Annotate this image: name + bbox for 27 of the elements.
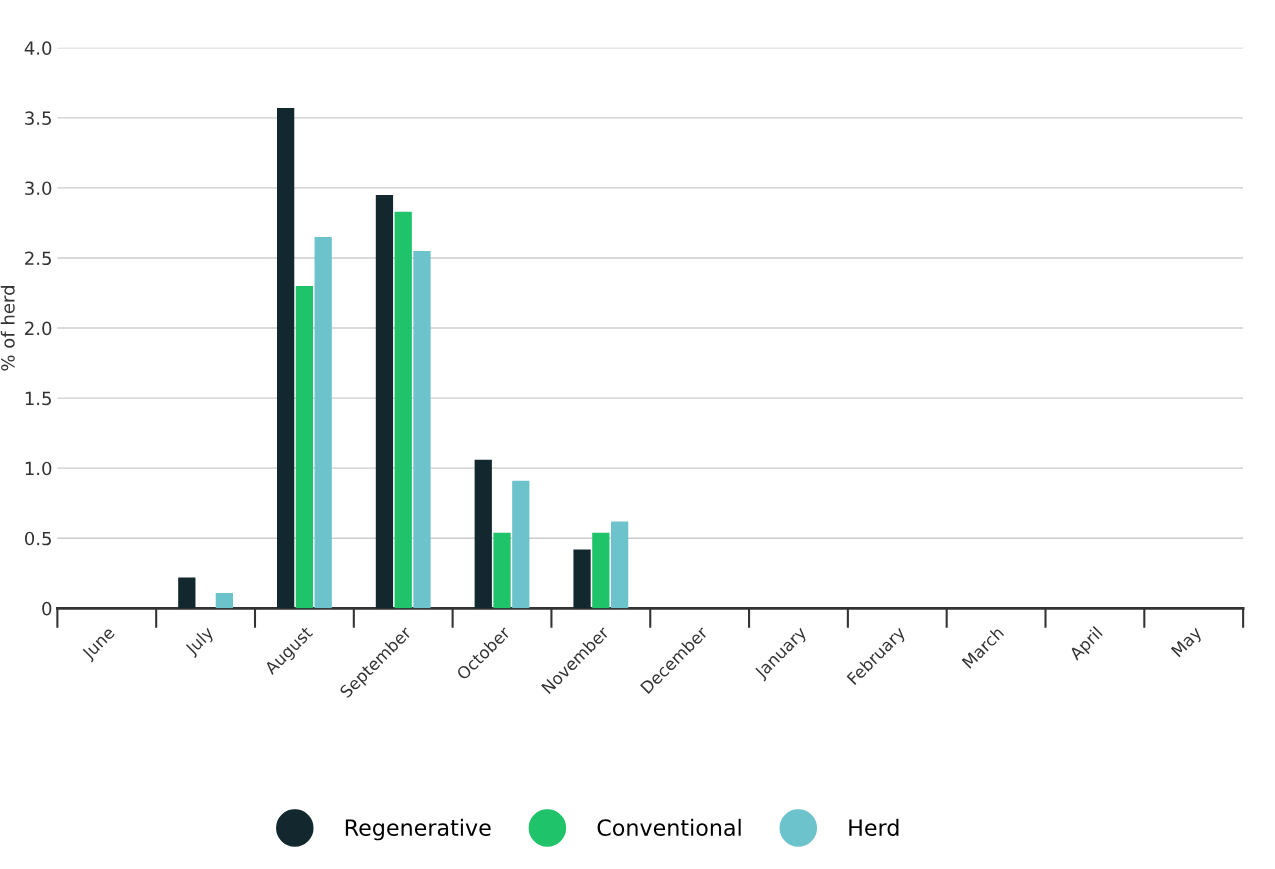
y-tick-label: 0 bbox=[42, 601, 52, 616]
y-tick-label: 0.5 bbox=[24, 531, 51, 546]
bar bbox=[314, 236, 332, 609]
y-tick-label: 3.0 bbox=[25, 181, 52, 196]
bar bbox=[178, 577, 196, 609]
y-tick-label: 1.0 bbox=[25, 461, 52, 476]
y-tick-label: 2.0 bbox=[25, 321, 52, 336]
bar bbox=[277, 108, 295, 609]
y-tick-label: 2.5 bbox=[25, 251, 51, 266]
y-tick-label: 1.5 bbox=[25, 391, 51, 406]
bar bbox=[295, 286, 314, 609]
bar bbox=[215, 592, 233, 609]
bar bbox=[474, 459, 492, 609]
bar bbox=[394, 211, 412, 609]
legend-label: Herd bbox=[849, 818, 899, 836]
bar bbox=[493, 532, 511, 609]
bar bbox=[573, 549, 591, 609]
y-tick-label: 4.0 bbox=[24, 41, 52, 55]
bar bbox=[512, 480, 530, 609]
legend-label: Conventional bbox=[597, 818, 741, 836]
bar bbox=[375, 194, 394, 609]
legend-label: Regenerative bbox=[345, 818, 491, 841]
bar bbox=[592, 532, 610, 609]
y-axis-title: % of herd bbox=[0, 286, 15, 371]
bar bbox=[413, 250, 431, 609]
bar bbox=[610, 521, 629, 609]
y-tick-label: 3.5 bbox=[25, 111, 51, 125]
